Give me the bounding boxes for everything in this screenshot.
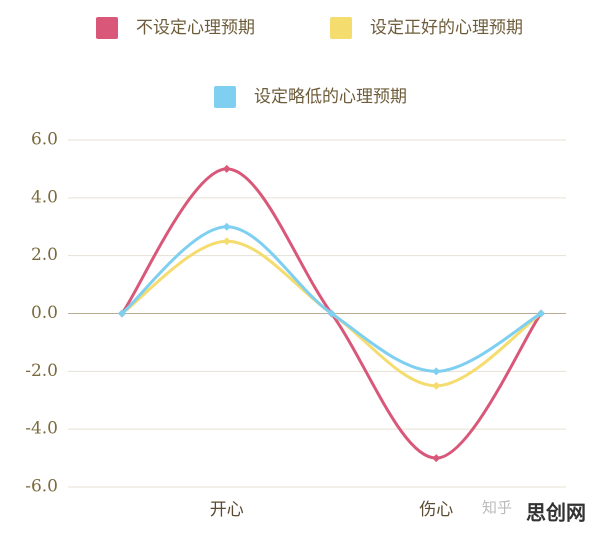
point-marker bbox=[432, 454, 441, 463]
y-tick-label: -2.0 bbox=[25, 361, 58, 381]
y-tick-label: -6.0 bbox=[25, 477, 58, 497]
legend-label: 设定略低的心理预期 bbox=[254, 87, 407, 107]
point-marker bbox=[118, 309, 126, 318]
y-tick-label: -4.0 bbox=[25, 419, 58, 439]
point-marker bbox=[222, 164, 231, 173]
point-marker bbox=[432, 367, 441, 376]
series-line bbox=[121, 225, 542, 373]
y-tick-label: 0.0 bbox=[31, 303, 58, 323]
point-marker bbox=[327, 309, 336, 318]
point-marker bbox=[432, 381, 441, 390]
legend-label: 设定正好的心理预期 bbox=[370, 18, 523, 38]
x-tick-label: 开心 bbox=[210, 500, 244, 520]
legend-swatch bbox=[96, 17, 118, 39]
watermark-site: 思创网 bbox=[526, 501, 586, 525]
watermark-source: 知乎 bbox=[482, 499, 512, 517]
legend-swatch bbox=[330, 17, 352, 39]
point-marker bbox=[222, 222, 231, 231]
y-tick-label: 4.0 bbox=[31, 187, 58, 207]
y-tick-label: 2.0 bbox=[31, 245, 58, 265]
point-marker bbox=[537, 309, 545, 318]
x-tick-label: 伤心 bbox=[419, 500, 453, 520]
point-marker bbox=[222, 237, 231, 246]
y-tick-label: 6.0 bbox=[31, 130, 58, 150]
legend-swatch bbox=[214, 86, 236, 108]
legend-label: 不设定心理预期 bbox=[136, 18, 255, 38]
